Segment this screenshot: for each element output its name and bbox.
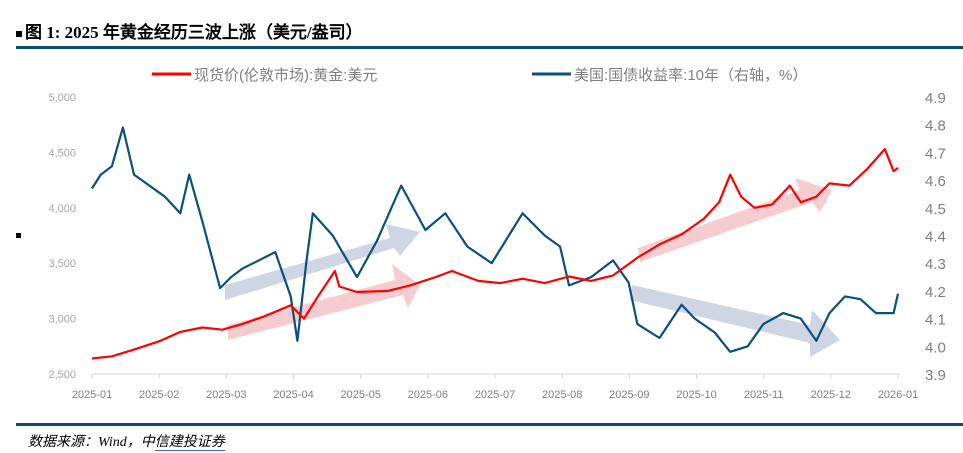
y-right-tick-label: 4.6	[925, 173, 946, 190]
trend-arrow	[228, 264, 420, 340]
y-right-tick-label: 4.1	[925, 312, 946, 329]
y-left-tick-label: 5,000	[48, 92, 76, 104]
x-tick-label: 2025-03	[206, 389, 246, 401]
trend-arrow	[225, 224, 420, 300]
trend-arrows	[225, 178, 840, 357]
x-tick-label: 2025-06	[408, 389, 448, 401]
y-right-tick-label: 4.8	[925, 118, 946, 135]
x-tick-label: 2025-11	[744, 389, 784, 401]
y-right-tick-label: 4.9	[925, 90, 946, 107]
bullet-marker	[16, 233, 21, 238]
legend-label-yield: 美国:国债收益率:10年（右轴，%）	[574, 67, 807, 84]
gold-price-line	[91, 148, 899, 360]
y-left-tick-label: 2,500	[48, 369, 76, 381]
bullet-icon	[16, 31, 22, 38]
source-link[interactable]: 信建投证券	[154, 435, 225, 451]
y-left-tick-label: 3,000	[48, 314, 76, 326]
y-right-tick-label: 4.2	[925, 284, 946, 301]
x-tick-label: 2026-01	[878, 389, 918, 401]
y-right-tick-label: 4.4	[925, 229, 946, 246]
y-right-tick-label: 4.5	[925, 201, 946, 218]
x-tick-label: 2025-12	[811, 389, 851, 401]
x-tick-label: 2025-04	[273, 389, 313, 401]
x-tick-label: 2025-07	[475, 389, 515, 401]
x-tick-label: 2025-10	[676, 389, 716, 401]
x-tick-label: 2025-05	[340, 389, 380, 401]
legend-label-gold: 现货价(伦敦市场):黄金:美元	[194, 67, 377, 84]
title-text: 图 1: 2025 年黄金经历三波上涨（美元/盎司）	[25, 23, 363, 42]
y-right-tick-label: 4.0	[925, 339, 946, 356]
y-right-tick-label: 4.3	[925, 256, 946, 273]
title-rule	[16, 46, 963, 49]
x-tick-label: 2025-09	[609, 389, 649, 401]
figure-title: 图 1: 2025 年黄金经历三波上涨（美元/盎司）	[16, 18, 363, 43]
y-left-tick-label: 4,500	[48, 147, 76, 159]
legend: 现货价(伦敦市场):黄金:美元 美国:国债收益率:10年（右轴，%）	[152, 67, 807, 84]
y-right-tick-label: 4.7	[925, 145, 946, 162]
y-right-tick-label: 3.9	[925, 367, 946, 384]
source-note: 数据来源：Wind，中信建投证券	[28, 431, 225, 451]
footer-rule	[16, 423, 963, 426]
y-left-tick-label: 4,000	[48, 203, 76, 215]
x-tick-label: 2025-08	[542, 389, 582, 401]
source-text: 数据来源：Wind，中	[28, 435, 155, 450]
treasury-yield-line	[91, 126, 900, 353]
x-tick-label: 2025-02	[139, 389, 179, 401]
trend-arrow	[630, 285, 840, 357]
y-left-tick-label: 3,500	[48, 258, 76, 270]
x-tick-label: 2025-01	[72, 389, 112, 401]
trend-arrow	[638, 178, 832, 262]
